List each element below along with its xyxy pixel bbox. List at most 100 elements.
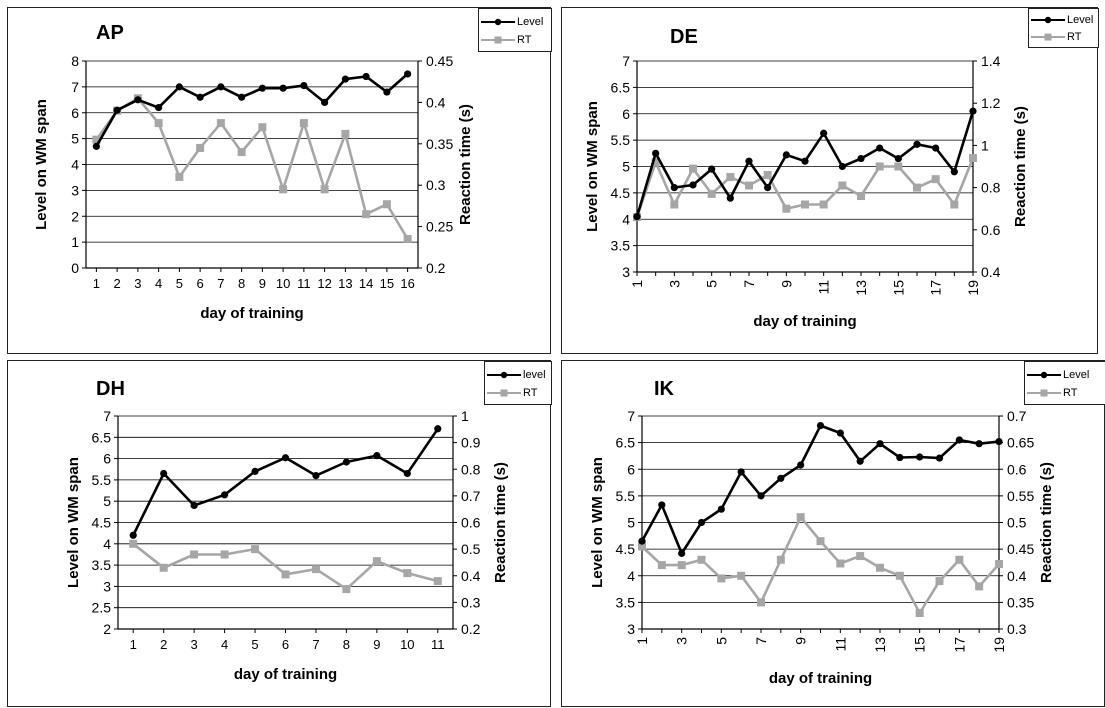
x-tick-label: 9 <box>778 280 794 288</box>
data-point-rt <box>689 164 697 173</box>
series-line-rt <box>132 542 439 591</box>
data-point-level <box>670 184 678 192</box>
data-point-level <box>777 474 785 482</box>
right-tick-label: 0.5 <box>1007 515 1027 531</box>
data-point-rt <box>931 175 940 184</box>
chart-title: DE <box>670 26 698 48</box>
left-tick-label: 6.5 <box>616 435 636 451</box>
data-point-level <box>300 81 308 90</box>
chart-title: AP <box>96 22 124 44</box>
x-tick-label: 5 <box>713 637 729 645</box>
data-point-rt <box>281 570 290 579</box>
data-point-rt <box>196 143 205 152</box>
x-tick-label: 4 <box>155 276 162 291</box>
right-tick-label: 0.6 <box>981 222 1001 238</box>
data-point-level <box>160 469 168 478</box>
data-point-level <box>896 453 904 462</box>
left-tick-label: 4 <box>622 211 630 227</box>
x-tick-label: 1 <box>634 637 650 645</box>
data-point-level <box>155 103 163 112</box>
data-point-rt <box>717 574 726 583</box>
data-point-rt <box>237 148 246 157</box>
left-tick-label: 3 <box>71 182 79 198</box>
data-point-rt <box>216 119 225 128</box>
x-axis-title: day of training <box>200 305 303 322</box>
right-tick-label: 0.4 <box>981 264 1001 280</box>
data-point-rt <box>836 559 845 568</box>
data-point-level <box>341 75 349 83</box>
x-tick-label: 19 <box>965 280 981 296</box>
x-tick-label: 17 <box>928 280 944 296</box>
data-point-rt <box>737 571 746 580</box>
left-tick-label: 5 <box>627 515 635 531</box>
right-tick-label: 0.2 <box>426 260 446 276</box>
x-tick-label: 11 <box>431 637 445 652</box>
x-tick-label: 17 <box>951 637 967 653</box>
data-point-level <box>745 157 753 165</box>
data-point-level <box>190 501 198 510</box>
legend-label-level: level <box>523 369 546 381</box>
left-tick-label: 6 <box>622 106 630 122</box>
data-point-rt <box>190 550 199 559</box>
legend-entry-rt: RT <box>1029 30 1098 44</box>
right-tick-label: 0.3 <box>461 594 481 610</box>
x-tick-label: 8 <box>238 276 245 291</box>
left-tick-label: 6.5 <box>92 429 112 445</box>
data-point-rt <box>697 555 706 564</box>
left-tick-label: 4.5 <box>92 515 112 531</box>
left-tick-label: 5.5 <box>92 472 112 488</box>
data-point-rt <box>995 560 1003 569</box>
data-point-rt <box>745 181 753 190</box>
left-tick-label: 3 <box>103 578 111 594</box>
data-point-rt <box>403 569 412 578</box>
data-point-rt <box>782 204 791 213</box>
right-axis-title: Reaction time (s) <box>457 104 474 225</box>
data-point-level <box>434 425 442 433</box>
right-tick-label: 0.8 <box>981 180 1001 196</box>
left-tick-label: 5 <box>71 131 79 147</box>
left-tick-label: 7 <box>622 53 630 69</box>
left-tick-label: 2.5 <box>92 600 112 616</box>
legend-ap: Level RT <box>478 8 552 52</box>
data-point-level <box>764 184 772 192</box>
x-tick-label: 11 <box>297 276 311 291</box>
x-tick-label: 11 <box>832 637 848 652</box>
data-point-level <box>279 84 287 92</box>
right-tick-label: 0.65 <box>1007 435 1034 451</box>
data-point-level <box>258 84 266 92</box>
data-point-level <box>281 454 290 462</box>
x-tick-label: 2 <box>114 276 121 291</box>
left-tick-label: 4.5 <box>616 541 636 557</box>
x-tick-label: 3 <box>674 637 690 645</box>
left-axis-title: Level on WM span <box>65 457 82 588</box>
data-point-level <box>217 83 225 91</box>
data-point-rt <box>801 200 809 209</box>
data-point-rt <box>935 577 944 586</box>
data-point-level <box>856 457 864 465</box>
x-tick-label: 7 <box>312 637 319 652</box>
chart-panel-ap: AP 0 1 2 3 4 5 6 7 8 0.2 0.25 0.3 0.35 0.4 0.45 1 2 3 4 5 6 7 8… <box>7 7 552 354</box>
left-tick-label: 6 <box>71 105 79 121</box>
left-tick-label: 4 <box>627 568 635 584</box>
data-point-rt <box>299 119 308 128</box>
legend-dh: level RT <box>484 361 552 405</box>
data-point-level <box>196 93 204 101</box>
x-tick-label: 14 <box>359 276 373 291</box>
right-tick-label: 0.25 <box>426 219 453 235</box>
data-point-level <box>894 154 902 163</box>
data-point-rt <box>342 585 351 594</box>
x-tick-label: 16 <box>400 276 414 291</box>
data-point-rt <box>895 571 904 580</box>
series-line-level <box>132 428 439 536</box>
data-point-rt <box>154 119 163 128</box>
x-axis-title: day of training <box>769 670 872 687</box>
data-point-level <box>913 140 921 148</box>
x-tick-label: 1 <box>629 280 645 288</box>
data-point-rt <box>311 565 320 574</box>
data-point-level <box>362 72 370 81</box>
left-tick-label: 6 <box>103 451 111 467</box>
legend-rt-marker <box>481 36 515 44</box>
right-tick-label: 0.9 <box>461 435 481 451</box>
data-point-level <box>383 88 391 96</box>
x-tick-label: 1 <box>93 276 100 291</box>
